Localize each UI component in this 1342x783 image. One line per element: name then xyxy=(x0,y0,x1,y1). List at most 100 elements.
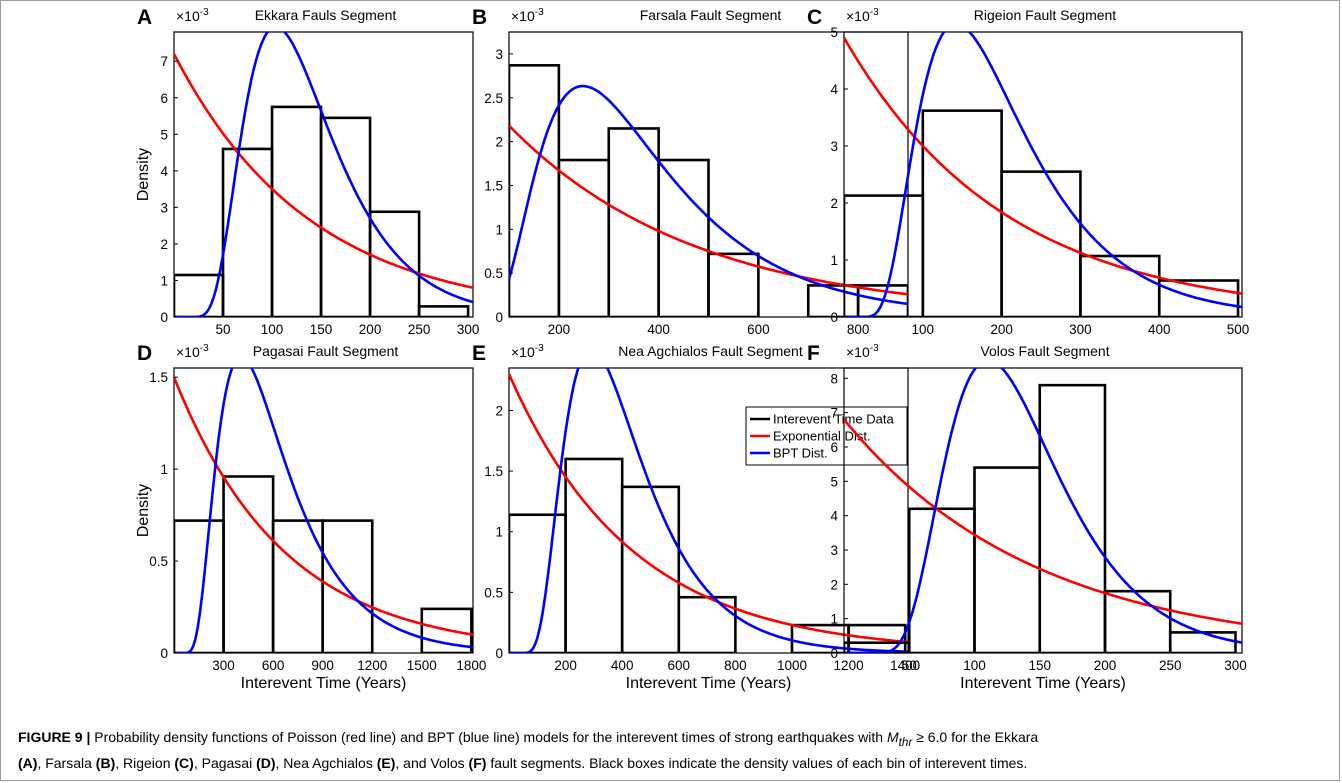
bar-b-2 xyxy=(607,127,660,317)
figure-caption: FIGURE 9 | Probability density functions… xyxy=(18,727,1323,774)
y-tick-label-e-3: 1.5 xyxy=(484,464,503,479)
y-tick-label-f-6: 6 xyxy=(830,440,838,455)
exponential-curve-b xyxy=(509,124,908,296)
bar-c-2 xyxy=(1000,170,1082,317)
bar-c-1 xyxy=(921,109,1003,317)
x-tick-label-c-2: 300 xyxy=(1069,322,1092,337)
x-tick-label-e-6: 1400 xyxy=(890,658,920,673)
y-exponent-b: ×10-3 xyxy=(511,7,544,24)
x-tick-label-b-3: 800 xyxy=(847,322,870,337)
y-tick-label-c-3: 3 xyxy=(830,139,838,154)
panel-title-e: Nea Agchialos Fault Segment xyxy=(618,343,803,359)
histogram-b xyxy=(509,64,908,317)
x-tick-label-a-0: 50 xyxy=(216,322,231,337)
legend-label-0: Interevent Time Data xyxy=(773,412,894,427)
y-tick-label-b-2: 1 xyxy=(495,222,503,237)
x-axis-label-e: Interevent Time (Years) xyxy=(626,675,792,692)
exponential-curve-d xyxy=(174,376,473,636)
caption-seg-c: (C) xyxy=(174,754,194,771)
panel-letter-c: C xyxy=(807,6,822,29)
bar-a-4 xyxy=(368,210,421,317)
bar-d-3 xyxy=(321,519,374,653)
y-tick-label-c-5: 5 xyxy=(830,25,838,40)
bar-d-5 xyxy=(420,607,473,653)
caption-seg-f: (F) xyxy=(468,754,487,771)
y-tick-label-c-0: 0 xyxy=(830,310,838,325)
y-tick-label-c-1: 1 xyxy=(830,253,838,268)
bar-a-1 xyxy=(221,147,274,317)
exponential-curve-c xyxy=(844,37,1242,295)
legend-box xyxy=(745,406,908,466)
y-tick-label-f-1: 1 xyxy=(830,612,838,627)
histogram-c xyxy=(844,109,1240,317)
y-tick-label-f-8: 8 xyxy=(830,371,838,386)
y-tick-label-b-5: 2.5 xyxy=(484,91,503,106)
y-tick-label-e-2: 1 xyxy=(495,525,503,540)
bpt-curve-f xyxy=(844,368,1242,653)
bar-d-0 xyxy=(174,519,225,653)
panel-d: 300 600 900 1200 1500 1800 0 0.5 1 1.5 ×10-3 D Pagas… xyxy=(135,342,486,692)
histogram-d xyxy=(174,475,473,653)
bar-f-1 xyxy=(907,507,976,653)
caption-var: M xyxy=(886,729,899,745)
x-tick-label-e-4: 1000 xyxy=(777,658,807,673)
legend-label-2: BPT Dist. xyxy=(773,446,828,461)
y-tick-label-a-7: 7 xyxy=(160,54,168,69)
y-tick-label-d-0: 0 xyxy=(160,646,168,661)
x-tick-label-b-2: 600 xyxy=(747,322,770,337)
exponential-curve-e xyxy=(509,373,908,644)
bar-b-4 xyxy=(707,252,760,317)
panel-b: 200 400 600 800 0 0.5 1 1.5 2 2.5 3 ×10-3 B Farsala F… xyxy=(472,6,909,337)
y-exponent-f: ×10-3 xyxy=(846,343,879,360)
y-tick-label-f-4: 4 xyxy=(830,509,838,524)
x-tick-label-a-4: 250 xyxy=(408,322,431,337)
x-tick-label-b-0: 200 xyxy=(548,322,571,337)
x-tick-label-f-3: 200 xyxy=(1094,658,1117,673)
exponential-curve-f xyxy=(844,418,1242,625)
panel-a: 50 100 150 200 250 300 0 1 2 3 4 5 6 7 ×10-3 A Ekkara Fa… xyxy=(135,6,479,337)
y-tick-label-a-0: 0 xyxy=(160,310,168,325)
caption-seg-b: (B) xyxy=(95,754,116,771)
y-tick-label-d-1: 0.5 xyxy=(149,554,168,569)
panel-title-d: Pagasai Fault Segment xyxy=(253,343,399,359)
x-tick-label-d-3: 1200 xyxy=(357,658,387,673)
panel-e: 200 400 600 800 1000 1200 1400 0 0.5 1 1.5 2 ×10-3 E N… xyxy=(472,342,920,692)
y-tick-label-a-1: 1 xyxy=(160,273,168,288)
caption-seg-e: (E) xyxy=(376,754,396,771)
caption-seg-d-after: , Nea Agchialos xyxy=(275,754,377,771)
histogram-e xyxy=(509,457,907,653)
bpt-curve-a xyxy=(174,32,473,317)
caption-seg-a: (A) xyxy=(18,754,38,771)
bar-a-2 xyxy=(270,105,323,317)
panel-letter-e: E xyxy=(472,342,486,365)
bar-c-3 xyxy=(1079,254,1161,317)
y-tick-label-f-0: 0 xyxy=(830,646,838,661)
caption-seg-d: (D) xyxy=(256,754,276,771)
bar-d-1 xyxy=(222,475,275,653)
y-tick-label-e-1: 0.5 xyxy=(484,585,503,600)
bar-b-3 xyxy=(657,158,710,317)
caption-seg-a-after: , Farsala xyxy=(37,754,96,771)
y-exponent-d: ×10-3 xyxy=(176,343,209,360)
y-tick-label-f-7: 7 xyxy=(830,406,838,421)
x-tick-label-d-0: 300 xyxy=(212,658,235,673)
caption-lead: FIGURE 9 | xyxy=(18,729,91,745)
x-tick-label-f-4: 250 xyxy=(1159,658,1182,673)
x-tick-label-e-3: 800 xyxy=(724,658,747,673)
x-tick-label-f-5: 300 xyxy=(1224,658,1247,673)
bar-a-5 xyxy=(417,305,470,317)
bpt-curve-d xyxy=(174,368,473,653)
y-exponent-e: ×10-3 xyxy=(511,343,544,360)
y-tick-label-b-0: 0 xyxy=(495,310,503,325)
y-tick-label-a-4: 4 xyxy=(160,164,168,179)
caption-seg-b-after: , Rigeion xyxy=(115,754,175,771)
y-tick-label-f-5: 5 xyxy=(830,474,838,489)
panel-f: 50 100 150 200 250 300 0 1 2 3 4 5 6 7 8 ×10-3 F Volos Fa… xyxy=(807,342,1247,692)
bar-f-3 xyxy=(1038,383,1107,653)
y-tick-label-a-3: 3 xyxy=(160,200,168,215)
bpt-curve-e xyxy=(509,368,908,653)
bar-e-0 xyxy=(509,513,567,653)
y-tick-label-a-2: 2 xyxy=(160,237,168,252)
x-tick-label-c-1: 200 xyxy=(990,322,1013,337)
bar-e-2 xyxy=(620,485,681,653)
